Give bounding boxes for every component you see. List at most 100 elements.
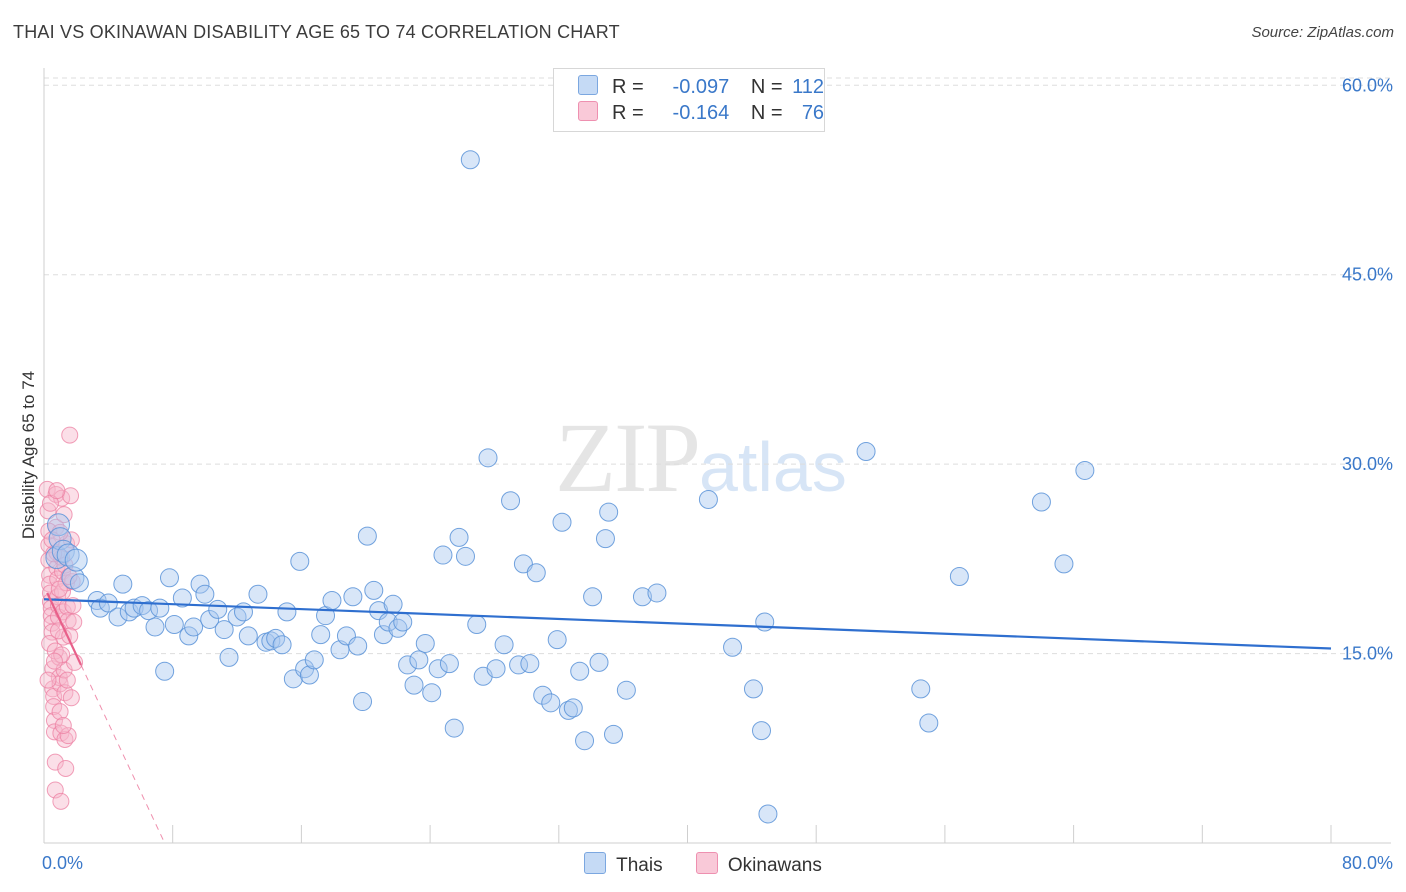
thais-point xyxy=(919,713,939,733)
series-legend-okinawans[interactable]: Okinawans xyxy=(695,852,822,877)
okinawans-point xyxy=(58,598,76,616)
thais-point xyxy=(69,573,89,593)
thais-point xyxy=(467,615,487,635)
thais-point xyxy=(911,679,931,699)
thais-point xyxy=(478,448,498,468)
legend-okinawans-n-label: N = xyxy=(750,102,783,124)
thais-point xyxy=(299,665,319,685)
thais-point xyxy=(1075,460,1095,480)
thais-point xyxy=(589,652,609,672)
okinawans-swatch xyxy=(695,852,718,874)
thais-point xyxy=(1054,554,1074,574)
thais-point xyxy=(526,563,546,583)
x-tick-label-min: 0.0% xyxy=(42,853,83,873)
legend-okinawans-r-label: R = xyxy=(612,102,644,124)
watermark-zip: ZIP xyxy=(555,402,701,513)
okinawans-point xyxy=(62,689,80,707)
okinawans-point xyxy=(63,573,81,591)
thais-point xyxy=(184,617,204,637)
thais-point xyxy=(311,625,331,645)
thais-point xyxy=(195,584,215,604)
okinawans-point xyxy=(52,792,70,810)
thais-point xyxy=(460,150,480,170)
axes xyxy=(43,68,1391,844)
thais-point xyxy=(179,626,199,646)
thais-point xyxy=(616,680,636,700)
thais-point xyxy=(113,574,133,594)
thais-point xyxy=(272,635,292,655)
thais-point xyxy=(575,731,595,751)
okinawans-point xyxy=(46,753,64,771)
thais-point xyxy=(190,574,210,594)
okinawans-point xyxy=(54,717,72,735)
thais-point xyxy=(428,659,448,679)
watermark: ZIPatlas xyxy=(555,400,847,515)
thais-point xyxy=(599,502,619,522)
thais-point xyxy=(533,685,553,705)
thais-point xyxy=(383,594,403,614)
okinawans-point xyxy=(51,703,69,721)
thais-point xyxy=(393,612,413,632)
thais-point xyxy=(603,724,623,744)
thais-point xyxy=(145,617,165,637)
thais-point xyxy=(752,721,772,741)
thais-legend-label: Thais xyxy=(616,855,663,876)
thais-point xyxy=(322,591,342,611)
legend-thais-r-value: -0.097 xyxy=(672,76,730,98)
thais-point xyxy=(373,625,393,645)
thais-point xyxy=(449,527,469,547)
thais-point xyxy=(755,612,775,632)
series-legend-thais[interactable]: Thais xyxy=(584,852,663,877)
thais-trendline xyxy=(43,598,1332,650)
okinawans-point xyxy=(45,652,63,670)
thais-point xyxy=(758,804,778,824)
thais-point xyxy=(552,512,572,532)
thais-point xyxy=(51,539,75,563)
thais-point xyxy=(200,609,220,629)
okinawans-legend-label: Okinawans xyxy=(727,855,822,876)
thais-point xyxy=(164,615,184,635)
legend-okinawans-n-value: 76 xyxy=(801,102,825,124)
thais-point xyxy=(398,655,418,675)
okinawans-series xyxy=(38,426,84,810)
legend-thais-n-value: 112 xyxy=(792,76,825,98)
thais-point xyxy=(501,491,521,511)
tick-labels: 15.0% 30.0% 45.0% 60.0% 0.0% 80.0% xyxy=(42,75,1393,873)
thais-point xyxy=(486,659,506,679)
thais-point xyxy=(743,679,763,699)
thais-point xyxy=(949,567,969,587)
thais-point xyxy=(304,650,324,670)
thais-point xyxy=(277,602,297,622)
okinawans-point xyxy=(41,575,59,593)
thais-point xyxy=(150,598,170,618)
correlation-legend: R = -0.097 N = 112 R = -0.164 N = 76 xyxy=(553,68,825,132)
thais-point xyxy=(219,647,239,667)
thais-point xyxy=(227,607,247,627)
thais-point xyxy=(357,526,377,546)
y-tick-label: 30.0% xyxy=(1342,454,1393,474)
legend-swatch-thais xyxy=(578,75,598,95)
gridlines xyxy=(44,77,1392,655)
thais-point xyxy=(155,661,175,681)
okinawans-point xyxy=(39,671,57,689)
thais-point xyxy=(139,601,159,621)
thais-point xyxy=(108,607,128,627)
okinawans-trendline xyxy=(46,592,82,666)
thais-point xyxy=(248,584,268,604)
chart-title: THAI VS OKINAWAN DISABILITY AGE 65 TO 74… xyxy=(13,22,620,42)
legend-okinawans-r-value: -0.164 xyxy=(672,102,730,124)
thais-point xyxy=(595,529,615,549)
thais-point xyxy=(159,568,179,588)
thais-point xyxy=(353,692,373,712)
thais-point xyxy=(343,587,363,607)
y-axis-label: Disability Age 65 to 74 xyxy=(19,371,38,539)
thais-point xyxy=(547,630,567,650)
thais-series xyxy=(45,150,1095,824)
okinawans-point xyxy=(61,426,79,444)
okinawans-point xyxy=(53,646,71,664)
thais-point xyxy=(415,633,435,653)
thais-point xyxy=(364,580,384,600)
thais-point xyxy=(409,650,429,670)
okinawans-point xyxy=(48,482,66,500)
